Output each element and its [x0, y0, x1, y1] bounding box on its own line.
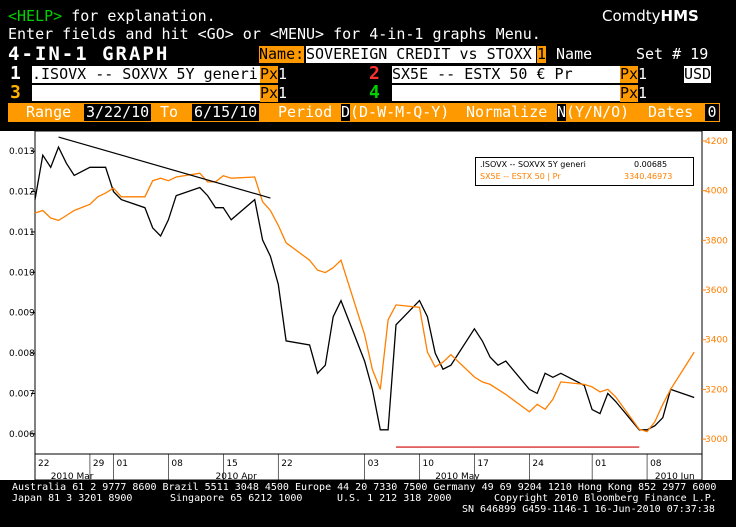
x-tick-label: 22 — [281, 459, 292, 469]
sec1-ticker-field[interactable]: .ISOVX -- SOXVX 5Y generi — [32, 66, 260, 83]
footer-phones-1: Australia 61 2 9777 8600 Brazil 5511 304… — [12, 482, 717, 493]
x-tick-label: 01 — [595, 459, 606, 469]
y-left-tick-label: 0.011 — [9, 228, 35, 238]
instruction-line: Enter fields and hit <GO> or <MENU> for … — [8, 25, 541, 43]
x-month-label: 2010 May — [435, 472, 480, 481]
downtrend-line — [58, 136, 271, 199]
y-left-tick-label: 0.012 — [9, 188, 35, 198]
x-month-label: 2010 Apr — [215, 472, 257, 481]
securities-panel: 1 .ISOVX -- SOXVX 5Y generi Px 1 2 SX5E … — [8, 63, 712, 103]
sec1-num: 1 — [10, 63, 21, 84]
help-key[interactable]: <HELP> — [8, 7, 63, 25]
brand-prefix: Comdty — [602, 7, 661, 25]
footer-japan: Japan 81 3 3201 8900 — [12, 493, 133, 504]
period-label: Period — [278, 103, 333, 121]
y-left-tick-label: 0.013 — [9, 147, 35, 157]
y-left-axis-band — [0, 131, 35, 480]
to-label: To — [160, 103, 179, 121]
sec1-px-val[interactable]: 1 — [278, 65, 288, 83]
x-month-label: 2010 Jun — [655, 472, 695, 481]
x-tick-label: 17 — [477, 459, 488, 469]
range-from-field[interactable]: 3/22/10 — [84, 103, 152, 121]
x-month-label: 2010 Mar — [51, 472, 94, 481]
sec2-ticker-field[interactable]: SX5E -- ESTX 50 € Pr — [392, 66, 620, 83]
brand: ComdtyHMS — [602, 8, 699, 25]
normalize-label: Normalize — [466, 103, 548, 121]
legend-s2-value: 3340.46973 — [624, 172, 673, 181]
legend-s1-value: 0.00685 — [634, 160, 668, 169]
sec3-num: 3 — [10, 82, 21, 103]
x-tick-label: 24 — [532, 459, 544, 469]
x-tick-label: 15 — [226, 459, 237, 469]
normalize-field[interactable]: N — [557, 103, 567, 121]
range-bar: Range 3/22/10 To 6/15/10 Period D (D-W-M… — [8, 103, 720, 122]
y-right-tick-label: 4000 — [705, 187, 728, 197]
sec4-px-label: Px — [620, 84, 639, 102]
x-tick-label: 10 — [423, 459, 435, 469]
brand-suffix: HMS — [660, 7, 699, 25]
sec4-ticker-field[interactable] — [392, 85, 620, 101]
x-tick-label: 08 — [171, 459, 183, 469]
period-field[interactable]: D — [341, 103, 351, 121]
sec4-num: 4 — [369, 82, 380, 103]
sec2-px-label: Px — [620, 65, 639, 83]
range-to-field[interactable]: 6/15/10 — [192, 103, 260, 121]
footer-us: U.S. 1 212 318 2000 — [337, 493, 452, 504]
normalize-options: (Y/N/O) — [566, 103, 630, 121]
y-right-tick-label: 3400 — [705, 336, 728, 346]
dates-field[interactable]: 0 — [705, 104, 719, 121]
price-chart: 0.006 0.007 0.008 0.009 0.010 0.011 0.012 0.013… — [0, 130, 732, 481]
y-left-tick-label: 0.008 — [9, 349, 35, 359]
name-label: Name: — [259, 45, 305, 63]
name-field[interactable]: SOVEREIGN CREDIT vs STOXX — [306, 46, 536, 63]
legend-s2-label: SX5E -- ESTX 50 | Pr — [480, 172, 561, 181]
sec4-px-val[interactable]: 1 — [638, 84, 648, 102]
x-tick-label: 22 — [38, 459, 49, 469]
y-left-tick-label: 0.010 — [9, 268, 35, 278]
sec2-ccy[interactable]: USD — [684, 65, 712, 83]
page-title: 4-IN-1 GRAPH — [8, 43, 170, 65]
legend-s1-label: .ISOVX -- SOXVX 5Y generi — [480, 160, 586, 169]
range-label: Range — [26, 103, 72, 121]
series-sx5e-line — [34, 172, 695, 433]
sec3-px-val[interactable]: 1 — [278, 84, 288, 102]
sec2-num: 2 — [369, 63, 380, 84]
y-left-tick-label: 0.009 — [9, 309, 35, 319]
sec3-px-label: Px — [260, 84, 279, 102]
y-right-tick-label: 3000 — [705, 435, 728, 445]
y-right-tick-label: 3800 — [705, 236, 728, 246]
dates-label: Dates — [648, 103, 694, 121]
x-tick-label: 01 — [116, 459, 127, 469]
help-line: <HELP> for explanation. — [8, 8, 216, 25]
y-right-tick-label: 3200 — [705, 385, 728, 395]
footer-singapore: Singapore 65 6212 1000 — [170, 493, 303, 504]
y-left-tick-label: 0.007 — [9, 389, 35, 399]
sec2-px-val[interactable]: 1 — [638, 65, 648, 83]
help-text: for explanation. — [62, 7, 216, 25]
footer-sn: SN 646899 G459-1146-1 16-Jun-2010 07:37:… — [462, 504, 715, 515]
sec1-px-label: Px — [260, 65, 279, 83]
x-tick-label: 08 — [650, 459, 662, 469]
y-right-axis-band — [702, 131, 732, 480]
footer-copyright: Copyright 2010 Bloomberg Finance L.P. — [494, 493, 717, 504]
x-tick-label: 03 — [368, 459, 379, 469]
name-num[interactable]: 1 — [537, 45, 547, 63]
y-left-tick-label: 0.006 — [9, 430, 35, 440]
name-word: Name — [547, 45, 593, 63]
x-tick-label: 29 — [93, 459, 105, 469]
sec3-ticker-field[interactable] — [32, 85, 260, 101]
y-right-tick-label: 4200 — [705, 137, 728, 147]
chart-legend: .ISOVX -- SOXVX 5Y generi 0.00685 SX5E -… — [475, 157, 694, 186]
y-right-tick-label: 3600 — [705, 286, 728, 296]
period-options: (D-W-M-Q-Y) — [350, 103, 450, 121]
set-label: Set # 19 — [636, 45, 709, 63]
